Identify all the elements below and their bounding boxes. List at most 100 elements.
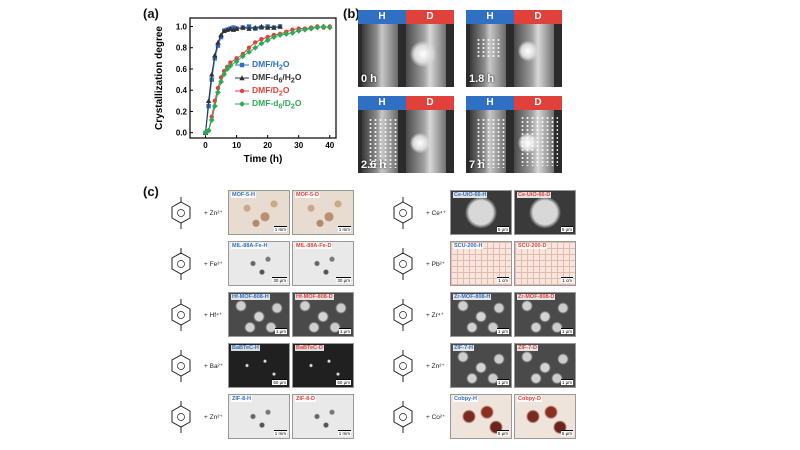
metal-ion: Zr⁴⁺ <box>431 312 444 319</box>
metal-ion-label: + Ce⁴⁺ <box>426 209 446 217</box>
light-spot <box>410 40 436 68</box>
sample-label: BaBTeC-H <box>231 345 260 351</box>
sample-label: ZIF-8-D <box>295 396 316 402</box>
scale-bar: 5 μm <box>560 430 573 436</box>
linker-structure-icon <box>171 350 191 382</box>
h-micrograph: BaBTeC-H 50 μm <box>228 343 290 388</box>
data-point <box>270 34 277 41</box>
linker-structure-icon <box>393 248 413 280</box>
scale-bar: 1 μm <box>496 328 509 334</box>
h-tube-label: H <box>466 96 514 110</box>
data-point <box>233 58 240 65</box>
tube-photo: H D 1.8 h <box>466 10 562 87</box>
sample-label: MOF-5-H <box>231 192 256 198</box>
data-point <box>211 103 218 110</box>
data-point <box>239 62 245 68</box>
data-point <box>227 25 234 31</box>
legend-label: DMF/H2O <box>252 59 290 72</box>
data-point <box>246 49 252 55</box>
d-micrograph: ZIF-7-D 1 μm <box>514 343 576 388</box>
crystal-particles <box>476 38 502 58</box>
linker-structure-icon <box>171 248 191 280</box>
data-point <box>264 24 271 30</box>
metal-ion-label: + Zn²⁺ <box>204 413 223 421</box>
sample-label: Zr-MOF-808-H <box>453 294 492 300</box>
linker-structure-icon <box>393 299 413 331</box>
sample-label: BaBTeC-D <box>295 345 324 351</box>
data-point <box>314 24 321 31</box>
sample-label: Hf-MOF-808-D <box>295 294 334 300</box>
data-point <box>290 27 295 32</box>
scale-bar: 1 μm <box>496 379 509 385</box>
data-point <box>205 127 212 134</box>
metal-ion: Pb²⁺ <box>431 261 446 268</box>
scale-bar: 5 μm <box>560 226 573 232</box>
linker-molecule <box>382 247 424 281</box>
scale-bar: 1 mm <box>273 430 287 436</box>
y-tick-label: 0.2 <box>176 107 188 116</box>
h-micrograph: SCU-200-H 1 cm <box>450 241 512 286</box>
data-point <box>212 56 218 61</box>
data-point <box>215 39 221 45</box>
metal-ion: Zn²⁺ <box>431 363 445 370</box>
linker-structure-icon <box>393 350 413 382</box>
linker-molecule <box>382 349 424 383</box>
y-tick-label: 0.6 <box>176 65 188 74</box>
data-point <box>240 24 246 30</box>
panel-a-label: (a) <box>143 6 159 21</box>
data-point <box>215 43 221 48</box>
h-micrograph: Zr-MOF-808-H 1 μm <box>450 292 512 337</box>
linker-molecule <box>160 400 202 434</box>
x-tick-label: 40 <box>325 141 334 150</box>
data-point <box>295 27 302 34</box>
y-tick-label: 0.8 <box>176 44 188 53</box>
time-label: 0 h <box>361 73 377 85</box>
scale-bar: 50 μm <box>336 379 351 385</box>
crystal-particles <box>368 118 398 168</box>
d-tube-label: D <box>514 96 562 110</box>
crystallization-chart: 0 10 20 30 40 0.0 0.2 0.4 0.6 0.8 1.0 Time (h) Cryst… <box>154 17 337 165</box>
d-micrograph: Ce-UiO-66-D 5 μm <box>514 190 576 235</box>
metal-ion-label: + Zn²⁺ <box>426 362 445 370</box>
d-micrograph: Zr-MOF-808-D 1 μm <box>514 292 576 337</box>
data-point <box>246 45 252 50</box>
data-point <box>302 26 308 33</box>
sample-label: Ce-UiO-66-D <box>517 192 552 198</box>
data-point <box>258 40 265 47</box>
d-micrograph: SCU-200-D 1 cm <box>514 241 576 286</box>
linker-structure-icon <box>171 299 191 331</box>
data-point <box>218 78 224 85</box>
linker-structure-icon <box>171 401 191 433</box>
d-tube-label: D <box>406 96 454 110</box>
scale-bar: 1 cm <box>497 277 509 283</box>
tube-photo: HD2.6 h <box>358 96 454 173</box>
linker-molecule <box>160 196 202 230</box>
data-point <box>277 32 283 38</box>
legend-entry: DMF-d6/H2O <box>252 72 301 85</box>
h-tube-label: H <box>358 10 406 24</box>
sample-label: Zr-MOF-808-D <box>517 294 556 300</box>
d-micrograph: Hf-MOF-808-D 1 μm <box>292 292 354 337</box>
data-point <box>258 23 265 29</box>
plus-sign: + <box>204 414 208 421</box>
data-point <box>246 25 252 31</box>
crystal-particles <box>476 118 506 168</box>
linker-molecule <box>160 298 202 332</box>
sample-label: MOF-5-D <box>295 192 320 198</box>
h-micrograph: Cobpy-H 5 μm <box>450 394 512 439</box>
h-micrograph: ZIF-7-H 1 μm <box>450 343 512 388</box>
data-point <box>252 24 258 30</box>
data-point <box>227 62 234 69</box>
plus-sign: + <box>426 312 430 319</box>
x-tick-label: 30 <box>294 141 303 150</box>
sample-label: ZIF-7-D <box>517 345 538 351</box>
linker-molecule <box>382 400 424 434</box>
data-point <box>215 89 221 96</box>
data-point <box>209 71 215 77</box>
sample-label: MIL-88A-Fe-H <box>231 243 269 249</box>
metal-ion: Hf⁴⁺ <box>209 312 223 319</box>
time-label: 1.8 h <box>469 73 495 85</box>
legend-entry: DMF/D2O <box>252 85 289 98</box>
